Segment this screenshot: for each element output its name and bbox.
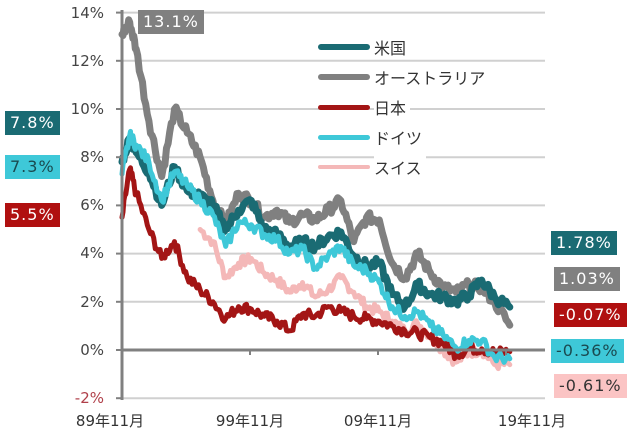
legend-item-switzerland: スイス [318,152,489,182]
end-badge-switzerland: -0.61% [554,374,627,398]
y-tick-label: 0% [80,341,104,359]
end-badge-us: 1.78% [551,231,617,255]
start-badge-japan: 5.5% [5,203,60,227]
y-tick-label: 12% [70,52,104,70]
x-tick-label: 09年11月 [343,412,413,430]
series-line [118,16,514,329]
y-tick-label: 14% [70,4,104,22]
legend-item-germany: ドイツ [318,122,489,152]
legend-label: オーストラリア [374,65,490,89]
legend-swatch [318,74,370,80]
x-tick-label: 89年11月 [75,412,145,430]
legend-label: 米国 [374,35,411,59]
y-tick-label-negative: -2% [74,389,104,407]
end-badge-japan: -0.07% [554,303,627,327]
series-line [119,165,513,362]
y-tick-label: 10% [70,100,104,118]
series-lines [118,16,514,372]
axes [116,10,545,400]
y-tick-label: 6% [80,196,104,214]
y-tick-label: 4% [80,244,104,262]
legend-swatch [318,44,370,50]
peak-badge-australia: 13.1% [138,10,204,34]
series-line [119,128,513,365]
y-tick-label: 8% [80,148,104,166]
legend-label: スイス [374,155,426,179]
start-badge-us: 7.8% [5,111,60,135]
legend-item-japan: 日本 [318,92,489,122]
legend-item-us: 米国 [318,32,489,62]
x-tick-label: 19年11月 [497,412,567,430]
legend: 米国 オーストラリア 日本 ドイツ スイス [318,32,490,182]
legend-swatch [318,104,370,110]
end-badge-germany: -0.36% [551,339,624,363]
legend-swatch [318,134,370,140]
end-badge-australia: 1.03% [554,267,620,291]
legend-label: ドイツ [374,125,427,149]
legend-label: 日本 [374,95,411,119]
x-tick-label: 99年11月 [215,412,285,430]
start-badge-germany: 7.3% [5,155,60,179]
y-tick-label: 2% [80,293,104,311]
legend-item-australia: オーストラリア [318,62,490,92]
legend-swatch [318,165,370,169]
series-line [197,227,513,372]
